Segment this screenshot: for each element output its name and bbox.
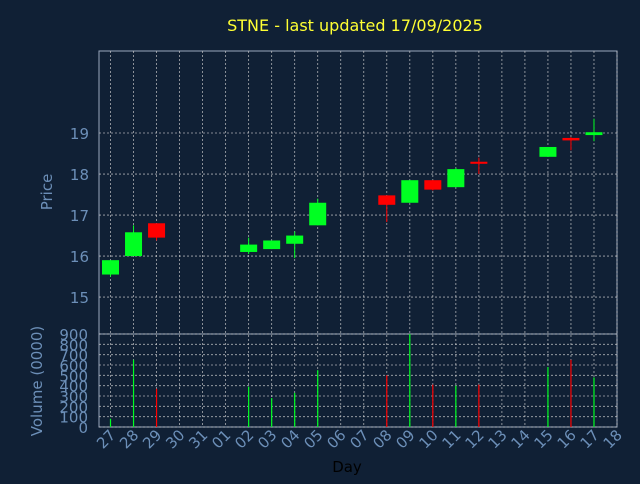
- volume-tick-label: 500: [59, 367, 88, 385]
- price-tick-label: 17: [70, 207, 89, 225]
- volume-tick-label: 900: [59, 326, 88, 344]
- candle-body: [539, 146, 557, 157]
- volume-panel-frame: [98, 333, 618, 428]
- candle-body: [424, 180, 442, 190]
- volume-tick-label: 300: [59, 388, 88, 406]
- candle-body: [378, 195, 396, 205]
- price-panel-frame: [98, 50, 618, 335]
- candle-body: [148, 223, 166, 238]
- volume-tick-label: 0: [78, 419, 88, 437]
- price-tick-label: 18: [70, 166, 89, 184]
- volume-tick-label: 100: [59, 409, 88, 427]
- candle-body: [125, 232, 143, 257]
- volume-tick-label: 400: [59, 378, 88, 396]
- price-axis-label: Price: [38, 174, 56, 211]
- x-axis-label: Day: [332, 458, 362, 476]
- candle-body: [447, 169, 465, 188]
- candle-body: [585, 132, 603, 136]
- price-tick-label: 16: [70, 248, 89, 266]
- candle-body: [470, 161, 488, 164]
- candle-body: [562, 137, 580, 141]
- candle-body: [309, 202, 327, 226]
- candle-body: [240, 244, 258, 252]
- candle-body: [263, 240, 281, 250]
- candle-body: [286, 235, 304, 244]
- x-tick-label: 18: [600, 426, 626, 452]
- candle-body: [401, 180, 419, 203]
- volume-axis-label: Volume (0000): [28, 326, 46, 436]
- volume-tick-label: 800: [59, 336, 88, 354]
- volume-tick-label: 700: [59, 347, 88, 365]
- volume-tick-label: 600: [59, 357, 88, 375]
- volume-tick-label: 200: [59, 398, 88, 416]
- candle-body: [102, 260, 120, 275]
- chart-title: STNE - last updated 17/09/2025: [227, 16, 483, 35]
- price-tick-label: 15: [70, 289, 89, 307]
- price-tick-label: 19: [70, 125, 89, 143]
